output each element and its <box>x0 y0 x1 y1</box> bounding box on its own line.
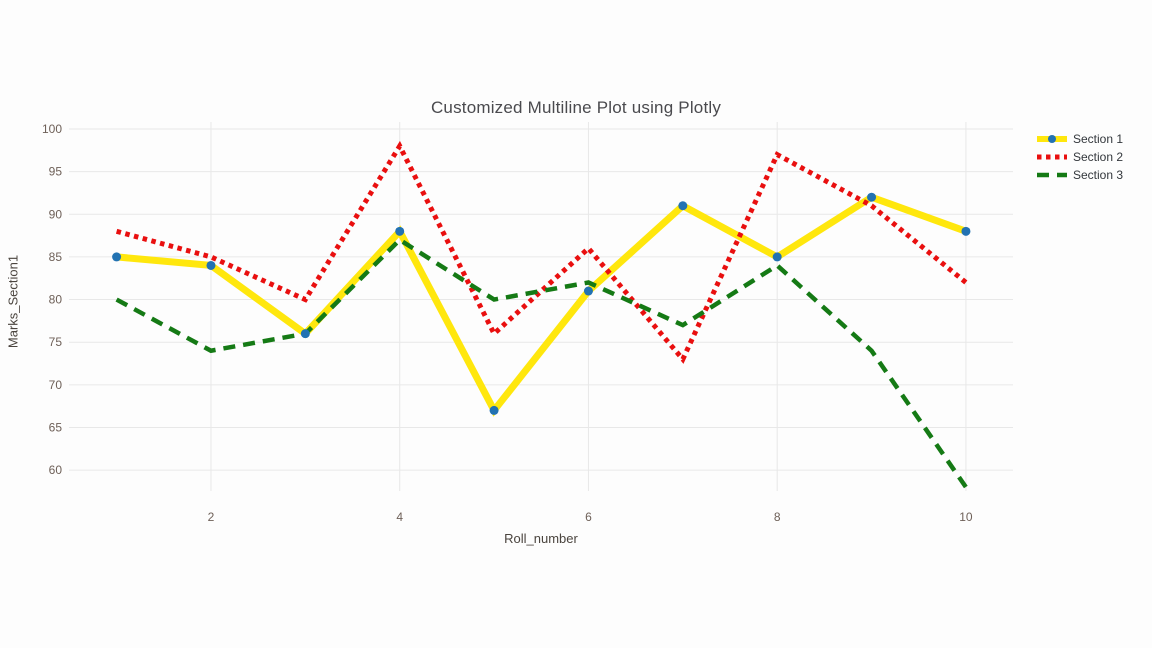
y-tick-label: 75 <box>49 335 63 349</box>
series-1-marker <box>112 252 122 262</box>
legend: Section 1 Section 2 Section 3 <box>1036 132 1123 182</box>
series-1-marker <box>206 260 216 270</box>
series-1-marker <box>772 252 782 262</box>
x-tick-label: 4 <box>396 510 403 524</box>
series-1-marker <box>395 226 405 236</box>
legend-item-section-1[interactable]: Section 1 <box>1036 132 1123 146</box>
series-1-marker <box>961 226 971 236</box>
y-tick-label: 90 <box>49 207 63 221</box>
series-line-1 <box>116 193 968 417</box>
y-tick-label: 95 <box>49 165 63 179</box>
legend-sample-solid-line <box>1037 135 1067 143</box>
chart-title: Customized Multiline Plot using Plotly <box>430 98 722 117</box>
series-1-marker <box>867 192 877 202</box>
x-tick-label: 10 <box>959 510 973 524</box>
legend-sample-dotted-line <box>1037 154 1067 160</box>
x-tick-label: 2 <box>208 510 215 524</box>
legend-item-section-2[interactable]: Section 2 <box>1036 150 1123 164</box>
y-tick-label: 85 <box>49 250 63 264</box>
x-tick-label: 8 <box>774 510 781 524</box>
series-line-2 <box>115 140 968 364</box>
x-tick-label: 6 <box>585 510 592 524</box>
series-1-marker <box>300 329 310 339</box>
x-axis-title: Roll_number <box>504 531 578 546</box>
legend-label: Section 1 <box>1073 132 1124 146</box>
legend-item-section-3[interactable]: Section 3 <box>1036 168 1123 182</box>
y-tick-label: 70 <box>49 378 63 392</box>
legend-sample-dashed-line <box>1037 172 1067 178</box>
y-tick-label: 80 <box>49 293 63 307</box>
y-tick-label: 100 <box>42 122 62 136</box>
legend-marker-dot <box>1048 135 1056 143</box>
series-1-marker <box>489 405 499 415</box>
y-tick-label: 65 <box>49 420 63 434</box>
legend-label: Section 2 <box>1073 150 1124 164</box>
series-1-marker <box>678 201 688 211</box>
series-line-3 <box>115 236 968 489</box>
y-axis-title: Marks_Section1 <box>5 254 21 349</box>
series-1-marker <box>583 286 593 296</box>
legend-label: Section 3 <box>1073 168 1124 182</box>
y-tick-label: 60 <box>49 463 63 477</box>
